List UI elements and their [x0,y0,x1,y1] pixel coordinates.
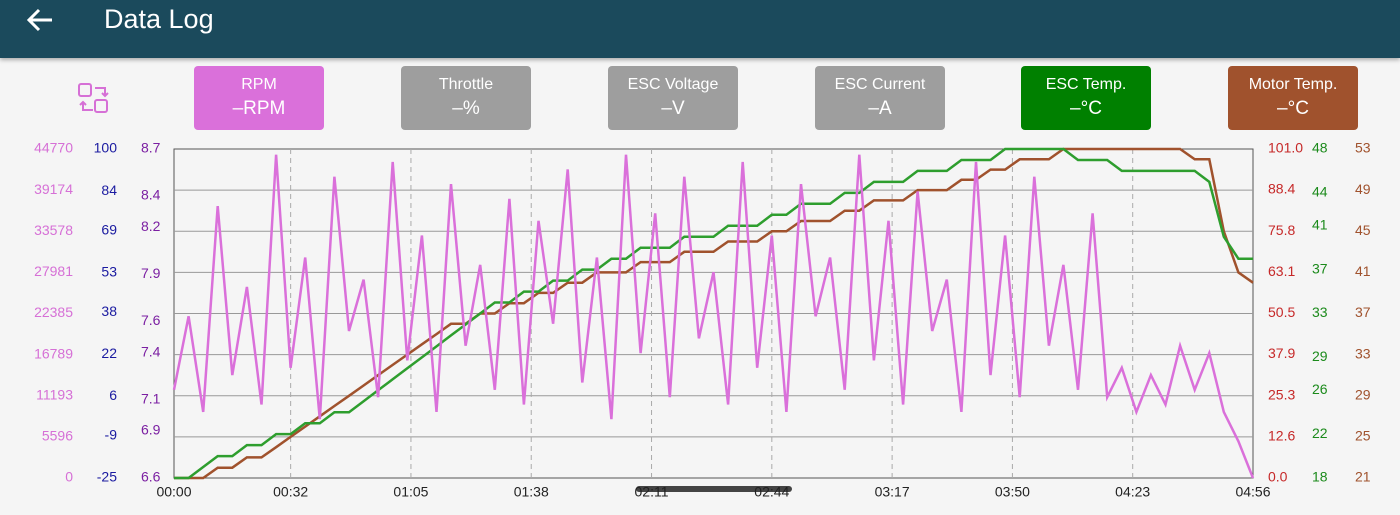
y-tick-label: 101.0 [1268,140,1303,156]
y-tick-label: 50.5 [1268,304,1295,320]
sensor-value: –°C [1070,98,1102,119]
y-tick-label: -25 [97,469,117,485]
x-tick-label: 04:23 [1115,484,1150,500]
y-tick-label: 8.4 [141,187,161,203]
sensor-label: ESC Voltage [627,76,719,93]
x-tick-label: 00:32 [273,484,308,500]
y-tick-label: 22 [1312,425,1328,441]
sensor-button[interactable]: Motor Temp. –°C [1228,66,1358,130]
y-tick-label: -9 [105,427,118,443]
sensor-label: RPM [241,76,277,93]
y-tick-label: 75.8 [1268,222,1295,238]
scrollbar [636,486,792,492]
y-tick-label: 12.6 [1268,428,1295,444]
y-tick-label: 7.1 [141,390,161,406]
x-tick-label: 04:56 [1235,484,1270,500]
y-tick-label: 100 [94,140,118,156]
y-tick-label: 26 [1312,381,1328,397]
app-bar: Data Log [0,0,1400,58]
y-tick-label: 49 [1355,181,1371,197]
sensor-button[interactable]: ESC Temp. –°C [1021,66,1151,130]
y-tick-label: 8.7 [141,140,161,156]
sensor-value: –RPM [232,98,286,119]
y-tick-label: 45 [1355,222,1371,238]
y-tick-label: 53 [101,263,117,279]
y-tick-label: 22385 [34,304,73,320]
swap-axes-icon[interactable] [77,82,111,116]
y-tick-label: 33 [1355,345,1371,361]
y-tick-label: 88.4 [1268,181,1295,197]
y-tick-label: 44 [1312,184,1328,200]
y-tick-label: 0 [65,469,73,485]
sensor-value: –A [868,98,892,119]
series-line [174,147,1254,480]
y-tick-label: 6.9 [141,422,161,438]
x-tick-label: 03:50 [995,484,1030,500]
sensor-label: Motor Temp. [1248,76,1338,93]
sensor-button[interactable]: Throttle –% [401,66,531,130]
sensor-button[interactable]: RPM –RPM [194,66,324,130]
sensor-label: ESC Temp. [1045,76,1127,93]
y-tick-label: 29 [1355,386,1371,402]
sensor-value: –V [661,98,685,119]
x-tick-label: 02:11 [635,484,669,500]
x-tick-label: 03:17 [875,484,910,500]
x-tick-label: 01:38 [514,484,549,500]
series-line [172,154,1255,479]
y-tick-label: 5596 [42,428,73,444]
y-tick-label: 22 [101,345,117,361]
x-tick-label: 00:00 [156,484,191,500]
back-button[interactable] [26,7,54,33]
y-tick-label: 6 [109,387,117,403]
sensor-value: –% [452,98,480,119]
page-title: Data Log [104,4,214,34]
y-tick-label: 33578 [34,222,73,238]
y-tick-label: 18 [1312,469,1328,485]
series-line [174,147,1253,480]
x-tick-label: 01:05 [393,484,428,500]
y-tick-label: 29 [1312,348,1328,364]
y-tick-label: 69 [101,221,117,237]
x-tick-label: 02:44 [754,484,789,500]
y-tick-label: 41 [1355,263,1371,279]
y-tick-label: 27981 [34,263,73,279]
y-tick-label: 37 [1355,304,1371,320]
y-tick-label: 16789 [34,345,73,361]
sensor-label: ESC Current [834,76,926,93]
y-tick-label: 25.3 [1268,386,1295,402]
y-tick-label: 0.0 [1268,469,1288,485]
sensor-button[interactable]: ESC Current –A [815,66,945,130]
y-tick-label: 6.6 [141,469,161,485]
y-tick-label: 53 [1355,140,1371,156]
y-tick-label: 37 [1312,260,1328,276]
y-tick-label: 63.1 [1268,263,1295,279]
y-tick-label: 41 [1312,216,1328,232]
y-tick-label: 84 [101,182,117,198]
y-tick-label: 48 [1312,140,1328,156]
y-tick-label: 7.9 [141,265,161,281]
y-tick-label: 7.6 [141,312,161,328]
y-tick-label: 7.4 [141,343,161,359]
y-tick-label: 8.2 [141,218,161,234]
sensor-label: Throttle [438,76,494,93]
y-tick-label: 37.9 [1268,345,1295,361]
y-tick-label: 11193 [36,386,73,402]
y-tick-label: 44770 [34,140,73,156]
y-tick-label: 38 [101,303,117,319]
sensor-button[interactable]: ESC Voltage –V [608,66,738,130]
y-tick-label: 25 [1355,428,1371,444]
y-tick-label: 39174 [34,181,73,197]
y-tick-label: 21 [1355,469,1371,485]
y-tick-label: 33 [1312,304,1328,320]
sensor-value: –°C [1277,98,1309,119]
